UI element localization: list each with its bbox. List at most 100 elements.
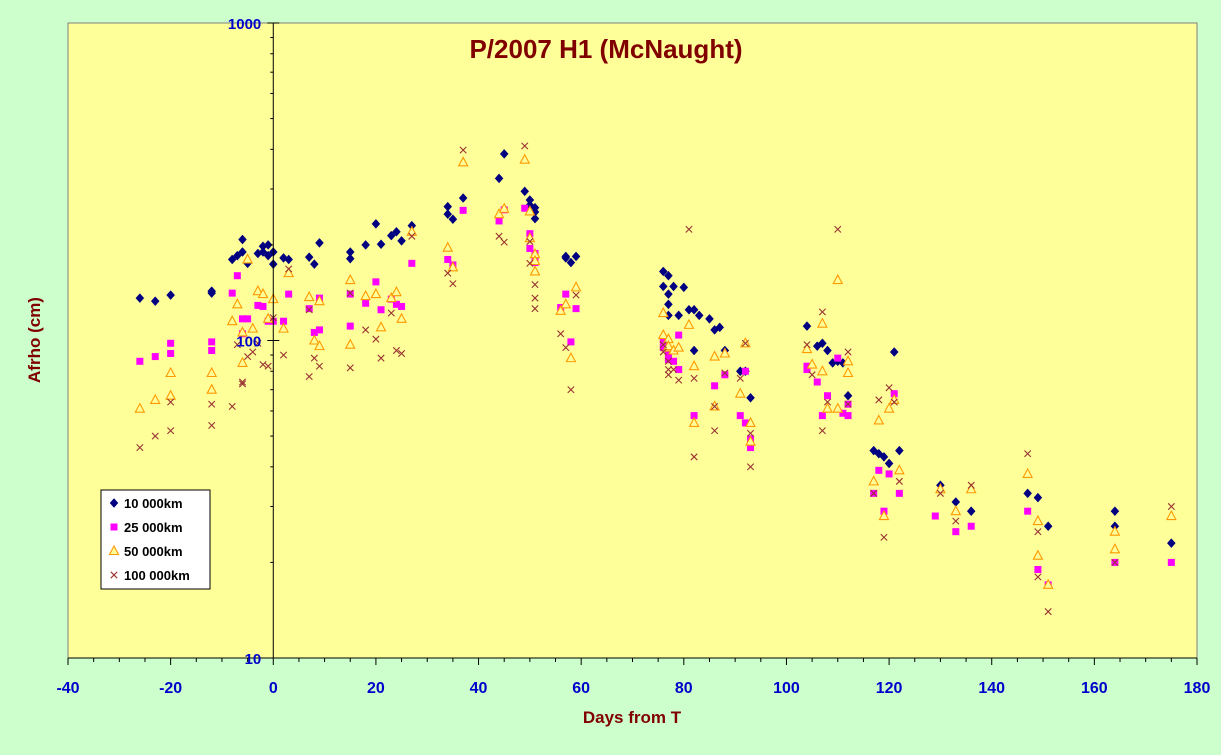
data-point bbox=[150, 296, 160, 307]
data-point bbox=[746, 392, 755, 403]
data-point bbox=[531, 294, 539, 302]
data-point bbox=[734, 387, 746, 398]
data-point bbox=[1111, 558, 1119, 567]
data-point bbox=[555, 304, 567, 315]
data-point bbox=[883, 402, 895, 413]
data-point bbox=[705, 313, 714, 324]
data-point bbox=[659, 344, 667, 352]
chart-title: P/2007 H1 (McNaught) bbox=[469, 34, 742, 64]
data-point bbox=[844, 400, 852, 408]
data-point bbox=[931, 512, 939, 520]
data-point bbox=[567, 386, 575, 394]
data-point bbox=[346, 290, 354, 298]
data-point bbox=[362, 326, 370, 334]
data-point bbox=[664, 365, 673, 374]
data-point bbox=[238, 315, 246, 323]
x-tick-label: 40 bbox=[470, 680, 488, 697]
data-point bbox=[801, 342, 813, 354]
data-point bbox=[346, 364, 354, 372]
data-point bbox=[839, 409, 847, 417]
data-point bbox=[711, 402, 719, 411]
data-point bbox=[151, 353, 159, 361]
data-point bbox=[372, 335, 380, 343]
x-tick-label: 180 bbox=[1184, 680, 1211, 697]
data-point bbox=[745, 435, 756, 446]
data-point bbox=[386, 230, 396, 241]
x-axis-label: Days from T bbox=[583, 708, 682, 727]
data-point bbox=[526, 244, 534, 252]
data-point bbox=[285, 265, 293, 273]
data-point bbox=[711, 382, 719, 390]
data-point bbox=[889, 347, 899, 357]
data-point bbox=[499, 149, 509, 159]
data-point bbox=[308, 334, 320, 345]
data-point bbox=[658, 281, 668, 292]
data-point bbox=[1022, 467, 1034, 478]
data-point bbox=[952, 517, 960, 525]
data-point bbox=[1167, 558, 1175, 566]
data-point bbox=[565, 351, 577, 363]
data-point bbox=[669, 365, 678, 374]
data-point bbox=[280, 317, 288, 325]
data-point bbox=[377, 306, 385, 314]
data-point bbox=[1167, 538, 1176, 549]
data-point bbox=[447, 261, 459, 272]
data-point bbox=[408, 232, 416, 240]
data-point bbox=[818, 427, 826, 435]
data-point bbox=[362, 299, 370, 307]
legend-marker bbox=[110, 523, 118, 531]
data-point bbox=[816, 365, 828, 376]
data-point bbox=[305, 306, 313, 314]
data-point bbox=[493, 207, 505, 219]
data-point bbox=[305, 305, 313, 313]
y-tick-label: 1000 bbox=[228, 16, 261, 33]
data-point bbox=[135, 293, 145, 303]
data-point bbox=[1023, 488, 1032, 499]
data-point bbox=[448, 214, 458, 225]
x-tick-label: 160 bbox=[1081, 680, 1108, 697]
x-tick-label: 100 bbox=[773, 680, 800, 697]
data-point bbox=[967, 522, 975, 530]
data-point bbox=[895, 445, 904, 456]
data-point bbox=[688, 416, 700, 427]
plot-background bbox=[67, 22, 1198, 659]
data-point bbox=[808, 371, 816, 379]
data-point bbox=[685, 225, 693, 233]
data-point bbox=[524, 205, 536, 216]
data-point bbox=[664, 289, 673, 299]
data-point bbox=[562, 343, 570, 352]
data-point bbox=[689, 345, 699, 356]
data-point bbox=[816, 317, 828, 328]
data-point bbox=[952, 528, 960, 536]
data-point bbox=[207, 288, 217, 298]
data-point bbox=[747, 444, 755, 452]
data-point bbox=[521, 142, 529, 150]
data-point bbox=[741, 419, 749, 427]
data-point bbox=[936, 489, 944, 497]
data-point bbox=[279, 351, 288, 359]
data-point bbox=[823, 345, 832, 356]
data-point bbox=[529, 265, 541, 276]
data-point bbox=[392, 346, 401, 355]
data-point bbox=[344, 338, 356, 349]
data-point bbox=[392, 300, 400, 308]
data-point bbox=[664, 356, 672, 364]
data-point bbox=[1043, 521, 1053, 532]
data-point bbox=[741, 367, 749, 375]
data-point bbox=[1032, 514, 1044, 526]
data-point bbox=[233, 250, 242, 261]
data-point bbox=[823, 398, 832, 406]
data-point bbox=[745, 416, 756, 427]
data-point bbox=[530, 213, 540, 224]
data-point bbox=[136, 443, 144, 452]
data-point bbox=[818, 412, 826, 420]
data-point bbox=[252, 285, 264, 296]
data-point bbox=[494, 173, 504, 184]
data-point bbox=[1034, 565, 1042, 573]
data-point bbox=[879, 451, 889, 462]
data-point bbox=[247, 322, 259, 333]
data-point bbox=[965, 483, 977, 494]
data-point bbox=[165, 366, 177, 378]
data-point bbox=[457, 156, 469, 167]
